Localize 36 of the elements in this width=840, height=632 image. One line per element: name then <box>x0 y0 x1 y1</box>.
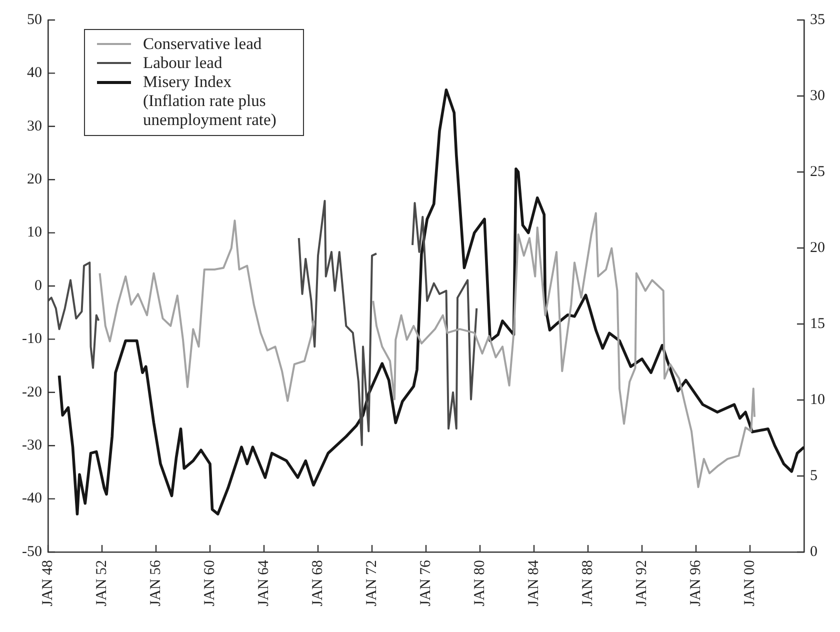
x-tick-label: JAN 76 <box>418 560 434 606</box>
y-tick-label: -20 <box>22 384 42 400</box>
x-tick-label: JAN 84 <box>526 560 542 606</box>
y-tick-label: -50 <box>22 544 42 560</box>
legend-label: Misery Index (Inflation rate plus unemployment rate) <box>143 72 278 129</box>
y-tick-label: 10 <box>27 224 42 241</box>
x-tick-label: JAN 92 <box>634 560 650 606</box>
x-tick-label: JAN 80 <box>472 560 488 606</box>
y-tick-label: 40 <box>27 65 42 82</box>
x-tick-label: JAN 52 <box>94 560 110 606</box>
y-tick-label: 30 <box>27 118 42 134</box>
y2-tick-label: 0 <box>810 544 818 560</box>
y-tick-label: 0 <box>34 278 42 294</box>
y-tick-label: 50 <box>27 12 42 28</box>
x-tick-label: JAN 48 <box>40 560 56 606</box>
x-tick-label: JAN 68 <box>310 560 326 606</box>
y2-tick-label: 35 <box>810 12 825 28</box>
y-tick-label: -40 <box>22 490 42 507</box>
y2-tick-label: 5 <box>810 468 818 484</box>
x-tick-label: JAN 72 <box>364 560 380 606</box>
x-tick-label: JAN 60 <box>202 560 218 606</box>
y-tick-label: -10 <box>22 331 42 348</box>
y2-tick-label: 30 <box>810 88 825 104</box>
x-tick-label: JAN 64 <box>256 560 272 606</box>
x-tick-label: JAN 56 <box>148 560 164 606</box>
y2-tick-label: 10 <box>810 392 825 408</box>
x-tick-label: JAN 00 <box>742 560 758 606</box>
legend-label: Labour lead <box>143 53 222 72</box>
legend-label: Conservative lead <box>143 34 262 53</box>
x-tick-label: JAN 96 <box>688 560 704 606</box>
y2-tick-label: 20 <box>810 240 825 256</box>
x-tick-label: JAN 88 <box>580 560 596 606</box>
y-tick-label: 20 <box>27 172 42 188</box>
y-tick-label: -30 <box>22 438 42 454</box>
y2-tick-label: 15 <box>810 316 825 332</box>
y2-tick-label: 25 <box>810 164 825 180</box>
